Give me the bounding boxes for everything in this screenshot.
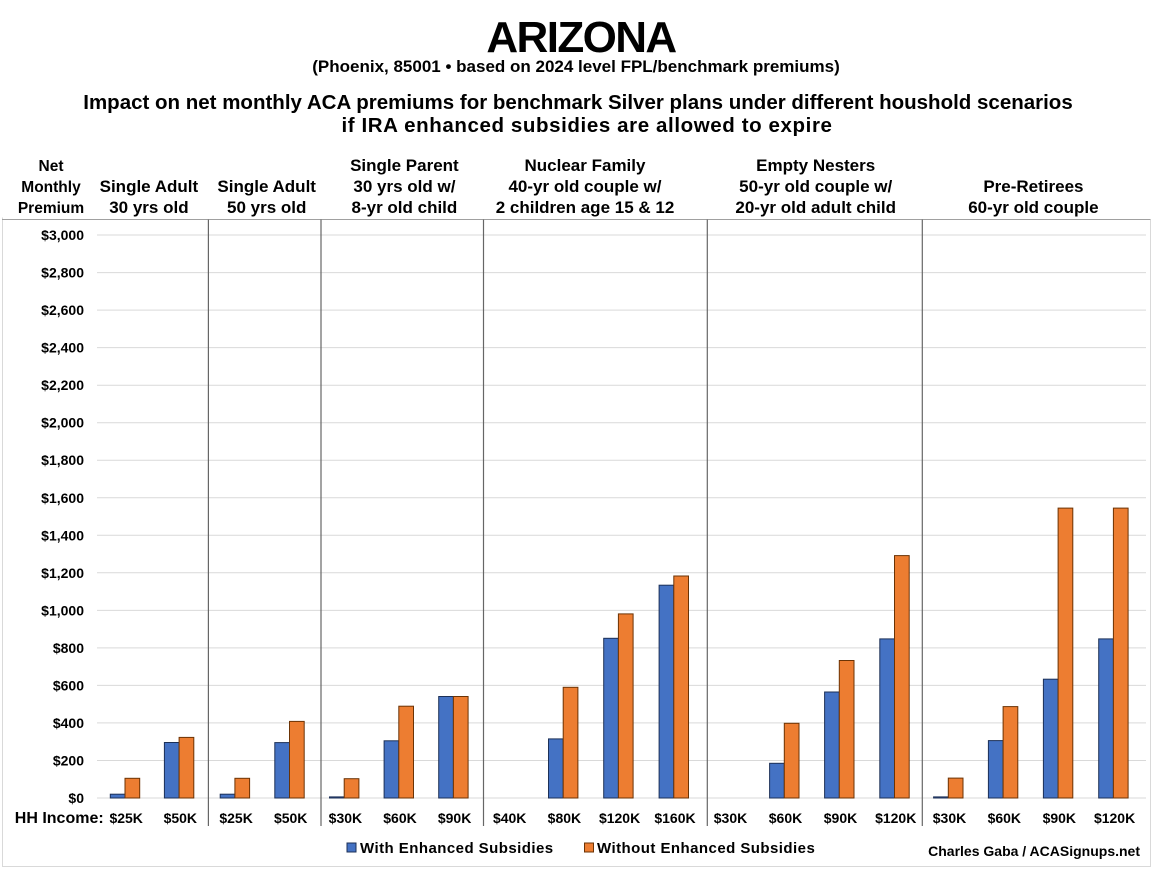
svg-text:$60K: $60K [383, 810, 416, 826]
svg-text:30 yrs old: 30 yrs old [109, 198, 188, 217]
svg-text:$40K: $40K [493, 810, 526, 826]
svg-text:(Phoenix, 85001 • based on 202: (Phoenix, 85001 • based on 2024 level FP… [312, 57, 840, 76]
svg-text:$400: $400 [53, 715, 84, 731]
svg-text:$600: $600 [53, 677, 84, 693]
svg-text:Premium: Premium [18, 200, 84, 217]
svg-text:if IRA enhanced subsidies are: if IRA enhanced subsidies are allowed to… [341, 114, 832, 137]
svg-text:Impact on net monthly ACA prem: Impact on net monthly ACA premiums for b… [83, 91, 1073, 114]
svg-text:$25K: $25K [219, 810, 252, 826]
svg-text:8-yr old child: 8-yr old child [352, 198, 458, 217]
svg-text:Charles Gaba / ACASignups.net: Charles Gaba / ACASignups.net [928, 843, 1140, 859]
svg-text:2 children age 15 & 12: 2 children age 15 & 12 [496, 198, 675, 217]
svg-text:$90K: $90K [438, 810, 471, 826]
svg-text:Nuclear Family: Nuclear Family [525, 156, 646, 175]
svg-text:$2,000: $2,000 [41, 415, 84, 431]
svg-text:With Enhanced Subsidies: With Enhanced Subsidies [360, 840, 554, 857]
svg-text:Monthly: Monthly [21, 179, 81, 196]
svg-text:$90K: $90K [824, 810, 857, 826]
svg-text:$1,400: $1,400 [41, 527, 84, 543]
svg-text:$800: $800 [53, 640, 84, 656]
svg-text:50 yrs old: 50 yrs old [227, 198, 306, 217]
svg-text:$25K: $25K [109, 810, 142, 826]
svg-text:$2,400: $2,400 [41, 340, 84, 356]
svg-text:$60K: $60K [988, 810, 1021, 826]
svg-text:60-yr old couple: 60-yr old couple [968, 198, 1098, 217]
svg-text:Net: Net [39, 158, 64, 175]
svg-text:Single Adult: Single Adult [217, 177, 316, 196]
svg-text:$30K: $30K [714, 810, 747, 826]
svg-text:$30K: $30K [329, 810, 362, 826]
svg-text:$50K: $50K [274, 810, 307, 826]
svg-text:$120K: $120K [1094, 810, 1135, 826]
svg-text:$120K: $120K [599, 810, 640, 826]
svg-text:$50K: $50K [164, 810, 197, 826]
svg-text:$1,200: $1,200 [41, 565, 84, 581]
svg-text:$1,600: $1,600 [41, 490, 84, 506]
svg-text:$30K: $30K [933, 810, 966, 826]
svg-text:Pre-Retirees: Pre-Retirees [983, 177, 1083, 196]
svg-text:$0: $0 [68, 790, 84, 806]
svg-text:$60K: $60K [769, 810, 802, 826]
svg-text:$90K: $90K [1043, 810, 1076, 826]
svg-text:$2,600: $2,600 [41, 302, 84, 318]
svg-text:$200: $200 [53, 753, 84, 769]
svg-text:Empty Nesters: Empty Nesters [756, 156, 875, 175]
svg-text:40-yr old couple w/: 40-yr old couple w/ [508, 177, 661, 196]
svg-text:$160K: $160K [654, 810, 695, 826]
svg-text:HH Income:: HH Income: [15, 810, 104, 827]
svg-text:$2,200: $2,200 [41, 377, 84, 393]
svg-text:$1,000: $1,000 [41, 602, 84, 618]
svg-text:ARIZONA: ARIZONA [486, 13, 676, 62]
svg-text:Without Enhanced Subsidies: Without Enhanced Subsidies [597, 840, 815, 857]
svg-text:$3,000: $3,000 [41, 227, 84, 243]
svg-text:$120K: $120K [875, 810, 916, 826]
svg-text:$2,800: $2,800 [41, 265, 84, 281]
svg-text:Single Parent: Single Parent [350, 156, 459, 175]
svg-text:$1,800: $1,800 [41, 452, 84, 468]
svg-text:Single Adult: Single Adult [100, 177, 199, 196]
svg-text:$80K: $80K [548, 810, 581, 826]
svg-text:30 yrs old w/: 30 yrs old w/ [353, 177, 455, 196]
svg-text:20-yr old adult child: 20-yr old adult child [735, 198, 896, 217]
svg-text:50-yr old couple w/: 50-yr old couple w/ [739, 177, 892, 196]
